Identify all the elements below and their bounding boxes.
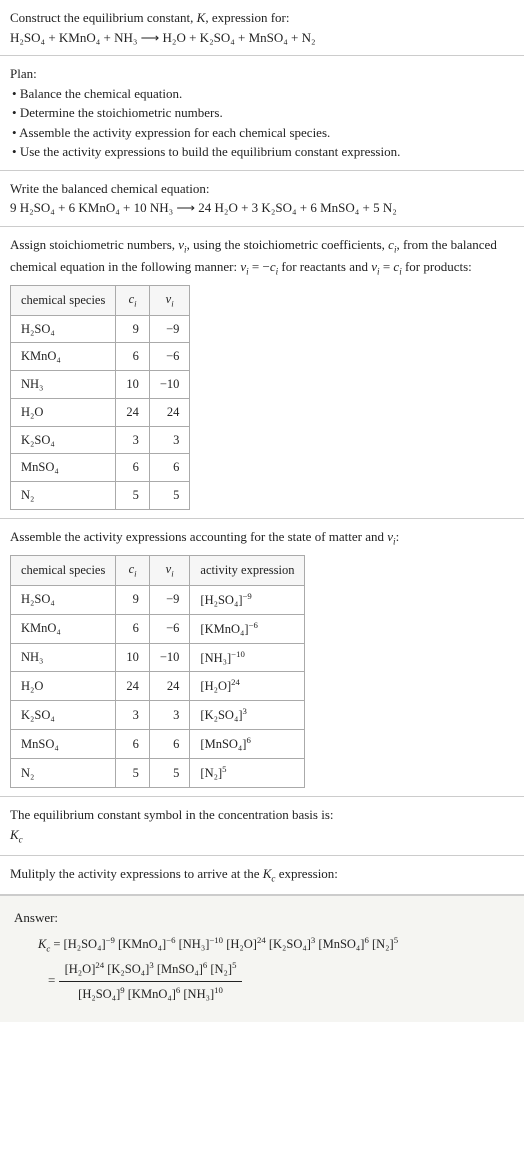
kc-fraction: [H₂O]24 [K₂SO₄]3 [MnSO₄]6 [N₂]5 [H₂SO₄]9…	[59, 959, 243, 1004]
activity-table: chemical species ci νi activity expressi…	[10, 555, 305, 788]
kc-fraction-expression: = [H₂O]24 [K₂SO₄]3 [MnSO₄]6 [N₂]5 [H₂SO₄…	[14, 959, 510, 1004]
plan-item: Use the activity expressions to build th…	[12, 142, 514, 162]
stoich-block: Assign stoichiometric numbers, νi, using…	[0, 227, 524, 519]
activity-expr: [K₂SO₄]3	[190, 701, 305, 730]
table-row: NH₃10−10	[11, 371, 190, 399]
table-row: H₂SO₄9−9[H₂SO₄]−9	[11, 585, 305, 614]
table-row: H₂O2424[H₂O]24	[11, 672, 305, 701]
activity-expr: [NH₃]−10	[190, 643, 305, 672]
unbalanced-equation: H₂SO₄ + KMnO₄ + NH₃ ⟶ H₂O + K₂SO₄ + MnSO…	[10, 28, 514, 48]
balanced-title: Write the balanced chemical equation:	[10, 179, 514, 199]
col-ci: ci	[116, 285, 150, 315]
problem-statement: Construct the equilibrium constant, K, e…	[0, 0, 524, 56]
plan-block: Plan: Balance the chemical equation. Det…	[0, 56, 524, 171]
table-row: MnSO₄66	[11, 454, 190, 482]
activity-block: Assemble the activity expressions accoun…	[0, 519, 524, 797]
table-row: KMnO₄6−6	[11, 343, 190, 371]
kc-numerator: [H₂O]24 [K₂SO₄]3 [MnSO₄]6 [N₂]5	[59, 959, 243, 982]
activity-expr: [MnSO₄]6	[190, 730, 305, 759]
col-ci: ci	[116, 556, 150, 586]
col-species: chemical species	[11, 285, 116, 315]
kc-symbol-intro: The equilibrium constant symbol in the c…	[10, 805, 514, 825]
table-header-row: chemical species ci νi	[11, 285, 190, 315]
table-row: N₂55[N₂]5	[11, 759, 305, 788]
stoich-intro: Assign stoichiometric numbers, νi, using…	[10, 235, 514, 279]
table-row: MnSO₄66[MnSO₄]6	[11, 730, 305, 759]
activity-expr: [H₂O]24	[190, 672, 305, 701]
answer-label: Answer:	[14, 908, 510, 928]
table-header-row: chemical species ci νi activity expressi…	[11, 556, 305, 586]
table-row: N₂55	[11, 482, 190, 510]
activity-expr: [H₂SO₄]−9	[190, 585, 305, 614]
answer-block: Answer: Kc = [H₂SO₄]−9 [KMnO₄]−6 [NH₃]−1…	[0, 895, 524, 1022]
table-row: H₂SO₄9−9	[11, 315, 190, 343]
kc-symbol-block: The equilibrium constant symbol in the c…	[0, 797, 524, 856]
prompt-line: Construct the equilibrium constant, K, e…	[10, 8, 514, 28]
table-row: NH₃10−10[NH₃]−10	[11, 643, 305, 672]
plan-title: Plan:	[10, 64, 514, 84]
col-vi: νi	[149, 285, 190, 315]
table-row: H₂O2424	[11, 398, 190, 426]
activity-intro: Assemble the activity expressions accoun…	[10, 527, 514, 549]
table-row: K₂SO₄33[K₂SO₄]3	[11, 701, 305, 730]
plan-item: Determine the stoichiometric numbers.	[12, 103, 514, 123]
plan-item: Assemble the activity expression for eac…	[12, 123, 514, 143]
balanced-equation: 9 H₂SO₄ + 6 KMnO₄ + 10 NH₃ ⟶ 24 H₂O + 3 …	[10, 198, 514, 218]
activity-expr: [N₂]5	[190, 759, 305, 788]
balanced-block: Write the balanced chemical equation: 9 …	[0, 171, 524, 227]
col-vi: νi	[149, 556, 190, 586]
kc-symbol: Kc	[10, 825, 514, 847]
table-row: K₂SO₄33	[11, 426, 190, 454]
multiply-text: Mulitply the activity expressions to arr…	[10, 866, 338, 881]
kc-flat-expression: Kc = [H₂SO₄]−9 [KMnO₄]−6 [NH₃]−10 [H₂O]2…	[14, 934, 510, 956]
col-species: chemical species	[11, 556, 116, 586]
plan-item: Balance the chemical equation.	[12, 84, 514, 104]
multiply-block: Mulitply the activity expressions to arr…	[0, 856, 524, 895]
plan-list: Balance the chemical equation. Determine…	[10, 84, 514, 162]
col-expr: activity expression	[190, 556, 305, 586]
kc-denominator: [H₂SO₄]9 [KMnO₄]6 [NH₃]10	[59, 982, 243, 1004]
stoich-table: chemical species ci νi H₂SO₄9−9 KMnO₄6−6…	[10, 285, 190, 510]
table-row: KMnO₄6−6[KMnO₄]−6	[11, 614, 305, 643]
activity-expr: [KMnO₄]−6	[190, 614, 305, 643]
